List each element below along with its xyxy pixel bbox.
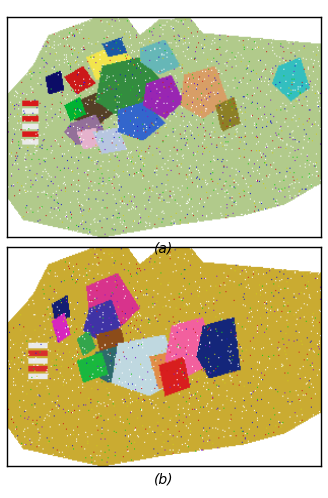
Text: (b): (b) bbox=[154, 472, 174, 486]
Text: (a): (a) bbox=[154, 241, 174, 255]
